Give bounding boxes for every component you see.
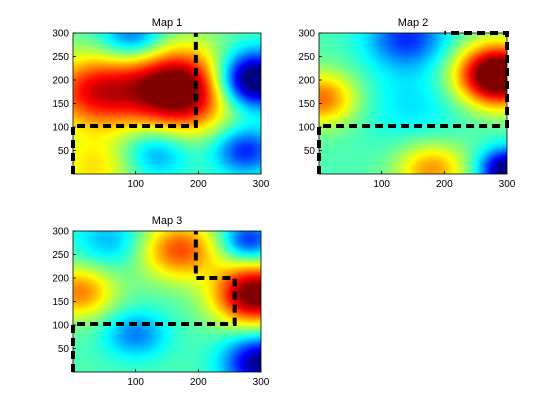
x-tick-label: 200 — [436, 179, 453, 190]
y-tick-label: 250 — [52, 52, 69, 63]
x-tick-label: 100 — [127, 179, 144, 190]
x-tick-label: 200 — [190, 179, 207, 190]
y-tick-label: 200 — [298, 76, 315, 87]
x-tick-label: 100 — [127, 377, 144, 388]
heatmap-image — [73, 33, 261, 174]
chart-title: Map 3 — [152, 215, 183, 227]
y-tick-label: 50 — [58, 146, 70, 157]
heatmap-panel-2: 100 200 300 50 100 150 200 250 300 Map 2 — [298, 17, 515, 190]
heatmap-image — [73, 231, 261, 372]
y-tick-label: 300 — [52, 227, 69, 238]
y-tick-label: 200 — [52, 76, 69, 87]
y-tick-label: 100 — [52, 321, 69, 332]
y-tick-label: 50 — [58, 344, 70, 355]
x-tick-label: 300 — [253, 377, 270, 388]
boundary-line — [71, 231, 237, 372]
y-tick-label: 250 — [52, 250, 69, 261]
heatmap-panel-1: 100 200 300 50 100 150 200 250 300 Map 1 — [52, 17, 269, 190]
x-tick-label: 200 — [190, 377, 207, 388]
y-tick-label: 150 — [52, 297, 69, 308]
y-tick-label: 250 — [298, 52, 315, 63]
y-tick-label: 100 — [298, 123, 315, 134]
y-tick-label: 150 — [298, 99, 315, 110]
y-tick-label: 300 — [298, 29, 315, 40]
chart-title: Map 1 — [152, 17, 183, 29]
chart-title: Map 2 — [398, 17, 429, 29]
heatmap-panel-3: 100 200 300 50 100 150 200 250 300 Map 3 — [52, 215, 269, 388]
x-tick-label: 300 — [499, 179, 516, 190]
y-tick-label: 150 — [52, 99, 69, 110]
y-tick-label: 100 — [52, 123, 69, 134]
y-tick-label: 50 — [304, 146, 316, 157]
boundary-line — [71, 33, 198, 174]
x-tick-label: 300 — [253, 179, 270, 190]
y-tick-label: 300 — [52, 29, 69, 40]
x-tick-label: 100 — [373, 179, 390, 190]
boundary-line — [317, 31, 509, 174]
y-tick-label: 200 — [52, 274, 69, 285]
heatmap-image — [319, 33, 507, 174]
